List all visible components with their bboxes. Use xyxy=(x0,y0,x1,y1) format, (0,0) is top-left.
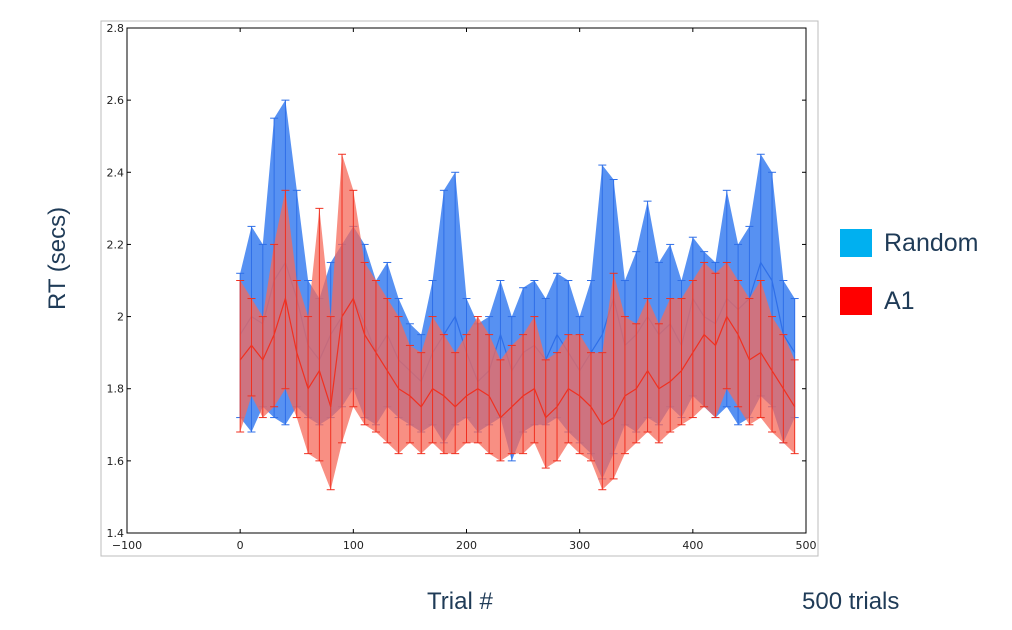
y-tick-label: 2 xyxy=(117,311,124,324)
legend-swatch-a1 xyxy=(840,287,872,315)
legend-label-a1: A1 xyxy=(884,286,915,315)
legend-item-random: Random xyxy=(840,228,979,258)
x-axis-label: Trial # xyxy=(427,588,493,615)
y-tick-label: 2.4 xyxy=(107,166,125,179)
x-tick-label: 400 xyxy=(682,539,703,552)
series-band-a1 xyxy=(240,154,795,490)
x-tick-label: 300 xyxy=(569,539,590,552)
series-mean-line-a1 xyxy=(239,296,796,426)
y-tick-label: 2.8 xyxy=(107,22,125,35)
y-tick-label: 2.2 xyxy=(107,238,125,251)
trials-annotation: 500 trials xyxy=(802,588,900,615)
series-layer xyxy=(236,99,799,491)
legend-swatch-random xyxy=(840,229,872,257)
y-tick-label: 2.6 xyxy=(107,94,125,107)
y-axis-label: RT (secs) xyxy=(44,206,71,310)
legend-label-random: Random xyxy=(884,228,979,257)
y-tick-label: 1.8 xyxy=(107,383,125,396)
x-tick-label: 200 xyxy=(456,539,477,552)
x-tick-label: 100 xyxy=(343,539,364,552)
x-tick-label: −100 xyxy=(112,539,142,552)
y-tick-label: 1.4 xyxy=(107,527,125,540)
tick-layer: −100 0 100 200 300 400 500 1.4 1.6 1.8 2 2.2 2.4 2.6 2… xyxy=(107,22,817,552)
legend: Random A1 xyxy=(840,228,979,344)
legend-item-a1: A1 xyxy=(840,286,979,316)
y-tick-label: 1.6 xyxy=(107,455,125,468)
series-a1 xyxy=(236,153,799,491)
x-tick-label: 0 xyxy=(237,539,244,552)
x-tick-label: 500 xyxy=(796,539,817,552)
